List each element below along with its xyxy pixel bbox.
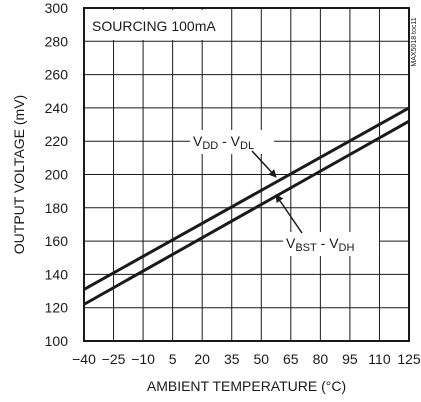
series-label-part: - V	[218, 133, 240, 149]
x-tick-label: 80	[313, 351, 329, 367]
series-label: VDD - VDL	[193, 133, 254, 152]
y-axis-title: OUTPUT VOLTAGE (mV)	[11, 95, 27, 254]
series-lines	[83, 106, 410, 306]
x-tick-label: 20	[194, 351, 210, 367]
x-axis-title: AMBIENT TEMPERATURE (°C)	[147, 378, 346, 394]
annotation-arrow	[275, 194, 303, 234]
x-tick-label: 50	[253, 351, 269, 367]
y-tick-label: 200	[45, 167, 69, 183]
x-tick-label: −40	[72, 351, 96, 367]
y-tick-label: 220	[45, 133, 69, 149]
x-tick-label: 95	[342, 351, 358, 367]
series-annotation-1: VDD - VDL	[190, 130, 277, 178]
series-annotation-2: VBST - VDH	[275, 194, 379, 256]
y-tick-label: 300	[45, 0, 69, 16]
y-tick-label: 260	[45, 67, 69, 83]
inset-label: SOURCING 100mA	[92, 18, 216, 34]
y-tick-labels: 100 120 140 160 180 200 220 240 260 280 300	[45, 0, 69, 349]
annotation-bg	[190, 130, 274, 154]
y-tick-label: 240	[45, 100, 69, 116]
series-label-part: DH	[339, 242, 355, 254]
watermark: MAX5018 toc11	[411, 17, 418, 66]
x-tick-label: −10	[131, 351, 155, 367]
annotation-bg	[283, 232, 379, 256]
series-label-part: BST	[295, 242, 317, 254]
x-tick-label: −25	[102, 351, 126, 367]
y-tick-label: 140	[45, 266, 69, 282]
series-label-part: V	[286, 235, 296, 251]
series-line-1	[83, 106, 410, 291]
y-tick-label: 100	[45, 333, 69, 349]
x-tick-label: 110	[368, 351, 391, 367]
series-label-part: DL	[240, 140, 254, 152]
y-tick-label: 180	[45, 200, 69, 216]
series-label-part: - V	[317, 235, 339, 251]
grid	[83, 7, 410, 342]
series-label: VBST - VDH	[286, 235, 354, 254]
series-label-part: DD	[202, 140, 218, 152]
annotation-arrow	[251, 150, 277, 178]
series-line-2	[83, 119, 410, 306]
plot-frame	[83, 7, 410, 342]
y-tick-label: 160	[45, 233, 69, 249]
x-tick-label: 125	[397, 351, 421, 367]
x-tick-label: 65	[283, 351, 299, 367]
series-label-part: V	[193, 133, 203, 149]
y-tick-label: 280	[45, 33, 69, 49]
x-tick-label: 5	[169, 351, 177, 367]
y-tick-label: 120	[45, 300, 69, 316]
x-tick-label: 35	[224, 351, 240, 367]
inset-label-box	[86, 10, 213, 40]
x-tick-labels: −40 −25 −10 5 20 35 50 65 80 95 110 125	[72, 351, 421, 367]
